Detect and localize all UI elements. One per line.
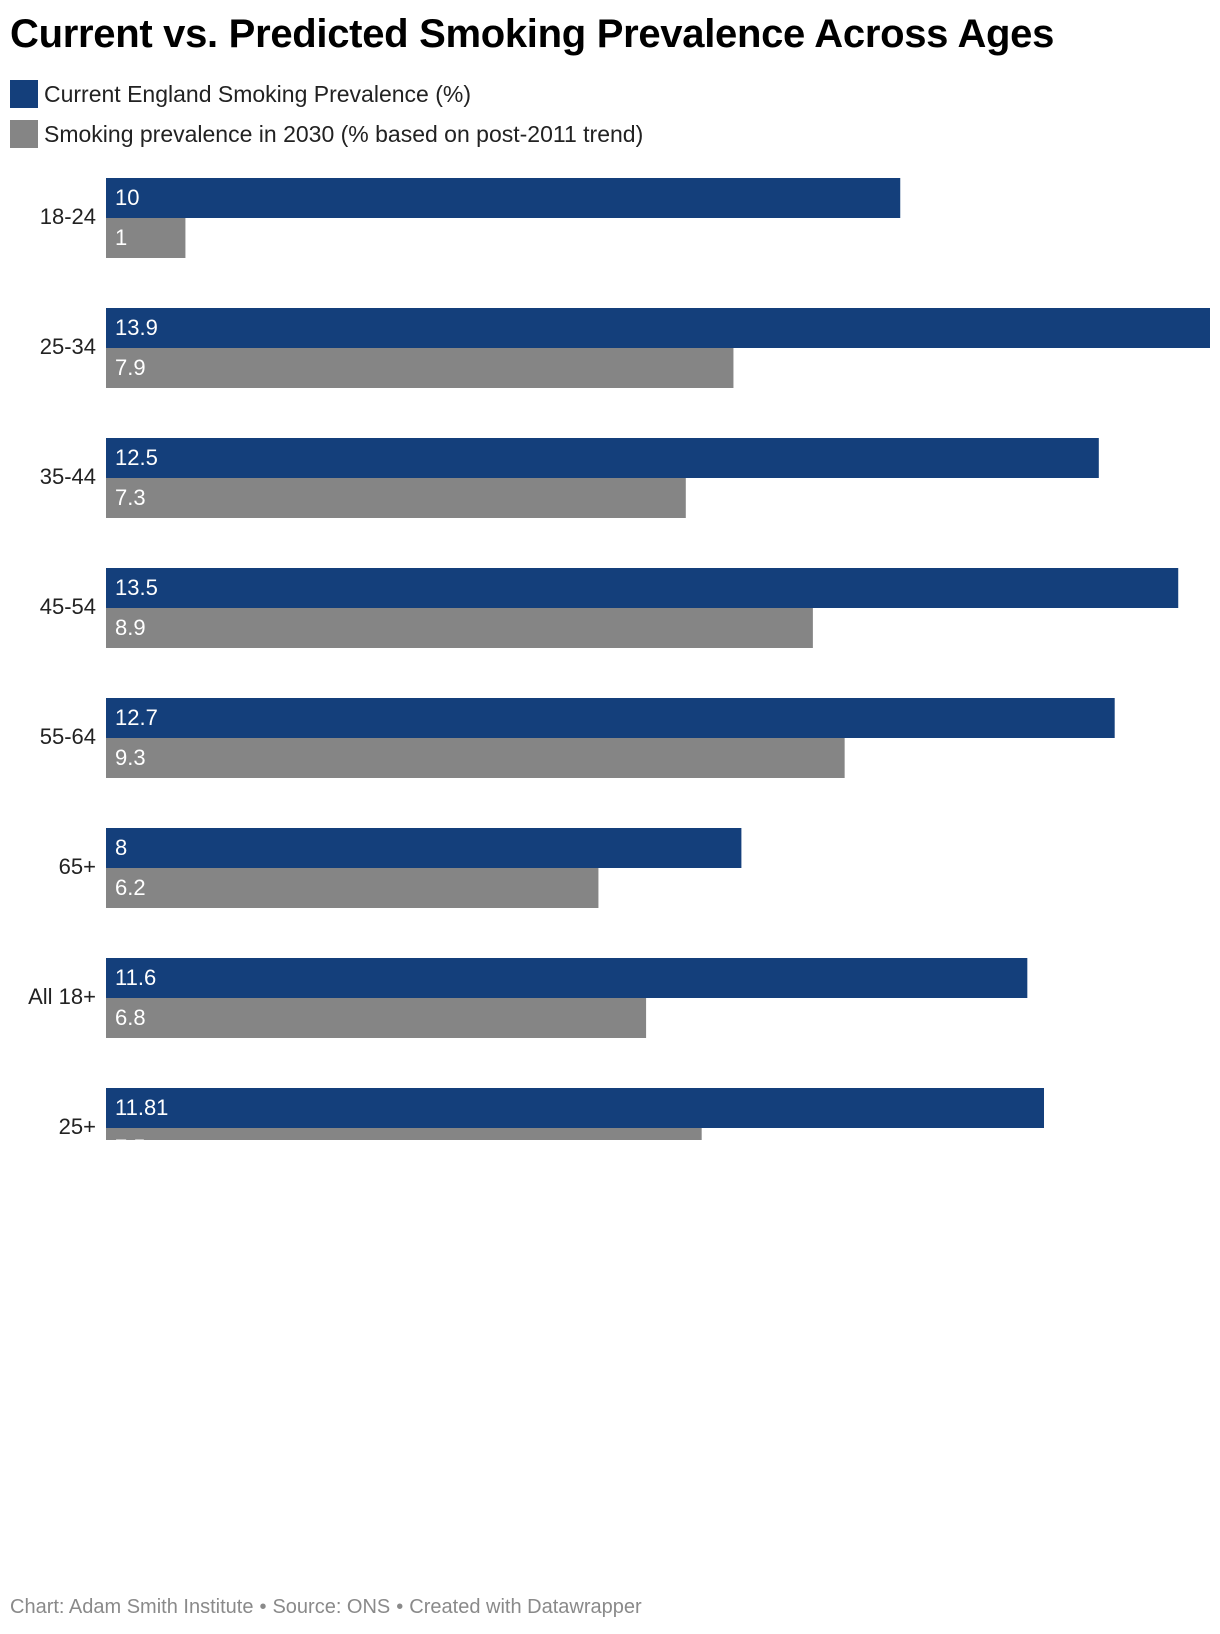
legend: Current England Smoking Prevalence (%) S… [10, 80, 643, 160]
bar-predicted [106, 1128, 702, 1140]
category-label: 65+ [59, 854, 96, 879]
legend-swatch-current [10, 80, 38, 108]
value-label-predicted: 7.5 [115, 1135, 146, 1140]
bar-current [106, 178, 901, 218]
value-label-predicted: 1 [115, 225, 127, 250]
bar-current [106, 698, 1115, 738]
value-label-current: 10 [115, 185, 139, 210]
legend-label-current: Current England Smoking Prevalence (%) [44, 81, 471, 107]
category-label: 25-34 [40, 334, 96, 359]
legend-item-current: Current England Smoking Prevalence (%) [10, 80, 643, 108]
bar-predicted [106, 478, 686, 518]
bar-current [106, 308, 1210, 348]
bar-current [106, 438, 1099, 478]
legend-swatch-predicted [10, 120, 38, 148]
bar-predicted [106, 998, 647, 1038]
bar-predicted [106, 868, 599, 908]
category-label: 45-54 [40, 594, 96, 619]
bar-current [106, 958, 1028, 998]
footer-created-with: Created with Datawrapper [409, 1596, 642, 1618]
bar-current [106, 828, 742, 868]
value-label-predicted: 6.2 [115, 875, 146, 900]
footer-source: Source: ONS [272, 1596, 391, 1618]
bar-predicted [106, 218, 186, 258]
bar-predicted [106, 348, 734, 388]
footer-credits: Chart: Adam Smith Institute • Source: ONS •… [10, 1596, 642, 1619]
value-label-current: 13.5 [115, 575, 158, 600]
value-label-current: 12.7 [115, 705, 158, 730]
value-label-predicted: 7.3 [115, 485, 146, 510]
value-label-current: 12.5 [115, 445, 158, 470]
value-label-current: 8 [115, 835, 127, 860]
category-label: 55-64 [40, 724, 96, 749]
bar-chart: 18-24 10 1 25-34 13.9 7.9 35-44 12.5 7.3 45-54 13.… [28, 178, 1210, 1140]
value-label-current: 11.81 [115, 1095, 168, 1120]
bar-predicted [106, 608, 813, 648]
legend-item-predicted: Smoking prevalence in 2030 (% based on p… [10, 120, 643, 148]
value-label-predicted: 7.9 [115, 355, 146, 380]
bar-predicted [106, 738, 845, 778]
category-label: 18-24 [40, 204, 96, 229]
bar-current [106, 1088, 1045, 1128]
bar-current [106, 568, 1179, 608]
legend-label-predicted: Smoking prevalence in 2030 (% based on p… [44, 121, 644, 147]
value-label-predicted: 6.8 [115, 1005, 146, 1030]
category-label: 35-44 [40, 464, 96, 489]
chart-title: Current vs. Predicted Smoking Prevalence… [10, 12, 1055, 56]
footer-chart-credit: Chart: Adam Smith Institute [10, 1596, 254, 1618]
value-label-predicted: 8.9 [115, 615, 146, 640]
value-label-predicted: 9.3 [115, 745, 146, 770]
value-label-current: 11.6 [115, 965, 156, 990]
value-label-current: 13.9 [115, 315, 158, 340]
footer-separator: • [259, 1596, 267, 1618]
category-label: All 18+ [28, 984, 96, 1009]
category-label: 25+ [59, 1114, 96, 1139]
footer-separator: • [396, 1596, 404, 1618]
